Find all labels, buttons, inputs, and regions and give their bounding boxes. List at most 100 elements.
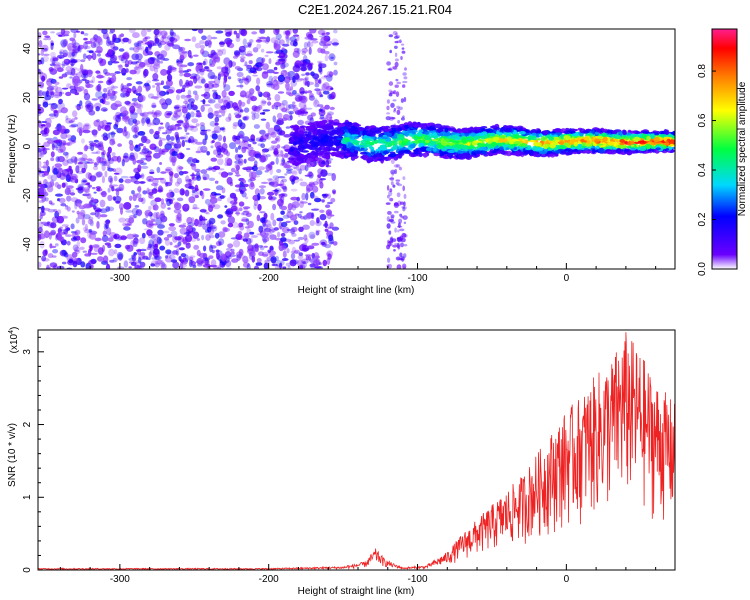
heatmap-cell [631, 150, 636, 154]
heatmap-cell [57, 54, 65, 59]
heatmap-cell [324, 104, 330, 110]
heatmap-cell [154, 67, 159, 74]
heatmap-cell [270, 131, 277, 138]
heatmap-cell [155, 211, 160, 220]
heatmap-cell [204, 66, 209, 70]
heatmap-cell [266, 223, 273, 229]
heatmap-cell [509, 146, 515, 149]
heatmap-cell [40, 166, 49, 169]
heatmap-cell [525, 147, 532, 151]
heatmap-cell [59, 49, 65, 54]
heatmap-cell [290, 196, 299, 201]
heatmap-cell [148, 191, 154, 196]
heatmap-cell [443, 132, 451, 137]
heatmap-cell [145, 154, 152, 162]
heatmap-cell [226, 102, 231, 109]
heatmap-cell [96, 156, 102, 163]
heatmap-cell [199, 122, 205, 127]
heatmap-cell [52, 57, 59, 62]
heatmap-cell [102, 136, 109, 141]
heatmap-cell [235, 114, 242, 119]
heatmap-cell [128, 266, 132, 269]
heatmap-cell [299, 200, 304, 208]
heatmap-cell [317, 104, 324, 108]
heatmap-cell [215, 185, 224, 191]
heatmap-cell [509, 134, 516, 138]
heatmap-cell [124, 100, 131, 105]
heatmap-cell [208, 97, 213, 104]
heatmap-cell [139, 151, 146, 155]
heatmap-cell [230, 167, 236, 173]
heatmap-cell [310, 259, 316, 263]
heatmap-cell [317, 47, 323, 54]
heatmap-cell [38, 142, 41, 146]
heatmap-cell [131, 97, 138, 102]
heatmap-cell [54, 81, 60, 86]
heatmap-cell [174, 131, 179, 138]
heatmap-cell [311, 208, 319, 211]
heatmap-cell [82, 53, 87, 60]
heatmap-cell [123, 260, 129, 268]
heatmap-cell [624, 149, 630, 153]
heatmap-cell [232, 122, 240, 127]
heatmap-cell [80, 261, 86, 268]
heatmap-cell [156, 236, 162, 245]
heatmap-cell [650, 133, 655, 139]
heatmap-cell [395, 32, 398, 37]
heatmap-cell [258, 61, 265, 66]
heatmap-cell [292, 101, 296, 105]
heatmap-cell [242, 238, 249, 242]
heatmap-cell [41, 195, 45, 204]
heatmap-cell [557, 148, 565, 152]
heatmap-cell [251, 31, 258, 35]
heatmap-cell [124, 118, 131, 125]
heatmap-cell [446, 142, 453, 145]
heatmap-cell [422, 152, 428, 158]
heatmap-cell [72, 42, 81, 50]
heatmap-cell [131, 102, 136, 107]
heatmap-cell [121, 72, 126, 76]
heatmap-cell [536, 129, 542, 134]
heatmap-cell [586, 128, 591, 131]
heatmap-cell [174, 236, 182, 241]
heatmap-cell [392, 145, 398, 150]
heatmap-cell [402, 138, 409, 142]
heatmap-cell [282, 43, 290, 47]
heatmap-cell [269, 167, 274, 175]
heatmap-cell [280, 232, 286, 237]
heatmap-cell [276, 117, 284, 126]
heatmap-cell [178, 70, 185, 74]
heatmap-cell [397, 225, 403, 228]
heatmap-cell [518, 131, 526, 135]
heatmap-cell [266, 69, 275, 74]
heatmap-cell [70, 179, 77, 183]
heatmap-cell [327, 253, 332, 260]
heatmap-cell [126, 77, 133, 81]
heatmap-cell [115, 104, 122, 107]
heatmap-cell [202, 173, 210, 181]
heatmap-cell [101, 163, 106, 171]
heatmap-cell [87, 218, 94, 225]
x-tick-label: -200 [259, 273, 279, 284]
heatmap-cell [286, 248, 290, 254]
heatmap-cell [354, 150, 359, 154]
heatmap-cell [129, 143, 134, 152]
heatmap-cell [391, 171, 395, 176]
heatmap-cell [270, 212, 275, 221]
heatmap-cell [402, 263, 407, 269]
heatmap-cell [301, 258, 309, 264]
heatmap-cell [91, 129, 98, 136]
heatmap-cell [301, 50, 307, 56]
heatmap-cell [129, 195, 133, 201]
heatmap-cell [179, 54, 185, 61]
heatmap-cell [75, 235, 81, 241]
heatmap-cell [276, 144, 281, 149]
heatmap-cell [137, 265, 141, 268]
heatmap-cell [304, 76, 309, 81]
heatmap-cell [177, 235, 184, 243]
heatmap-cell [63, 59, 69, 63]
heatmap-cell [261, 57, 266, 63]
heatmap-cell [292, 50, 300, 58]
heatmap-cell [165, 256, 173, 263]
